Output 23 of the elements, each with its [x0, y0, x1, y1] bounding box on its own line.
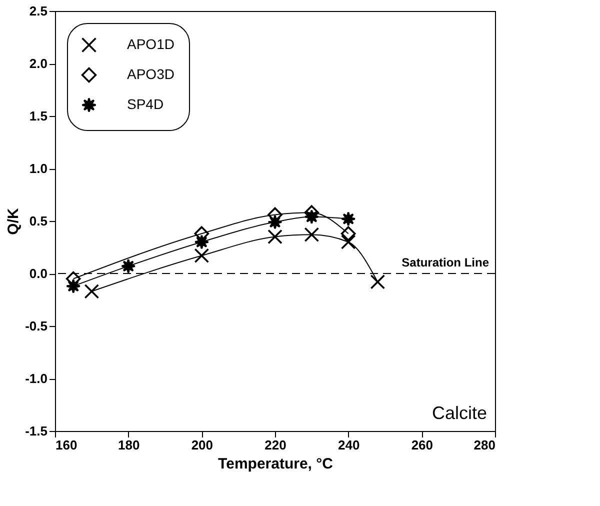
x-tick-label: 220 — [264, 438, 286, 452]
annotation: Calcite — [432, 403, 487, 423]
y-tick-label: 0.5 — [29, 214, 48, 228]
legend-label: APO3D — [127, 66, 174, 82]
x-tick-label: 200 — [191, 438, 214, 452]
x-tick-label: 260 — [411, 438, 434, 452]
y-tick-label: -1.0 — [25, 371, 48, 386]
y-tick-label: 2.5 — [29, 4, 48, 18]
y-tick-label: -0.5 — [25, 318, 48, 334]
x-tick-label: 280 — [474, 438, 496, 452]
x-tick-label: 240 — [338, 438, 360, 452]
y-tick-label: -1.5 — [25, 424, 48, 438]
x-tick-label: 160 — [56, 438, 78, 452]
y-tick-label: 2.0 — [29, 56, 48, 71]
y-tick-label: 0.0 — [29, 266, 48, 281]
y-tick-label: 1.5 — [29, 108, 48, 124]
ref-line-label: Saturation Line — [402, 256, 490, 270]
x-axis-title: Temperature, °C — [218, 456, 334, 472]
y-axis-title: Q/K — [5, 208, 22, 235]
x-tick-label: 180 — [118, 438, 140, 452]
legend-label: APO1D — [127, 36, 174, 52]
legend-label: SP4D — [127, 96, 164, 112]
y-tick-label: 1.0 — [29, 161, 48, 176]
